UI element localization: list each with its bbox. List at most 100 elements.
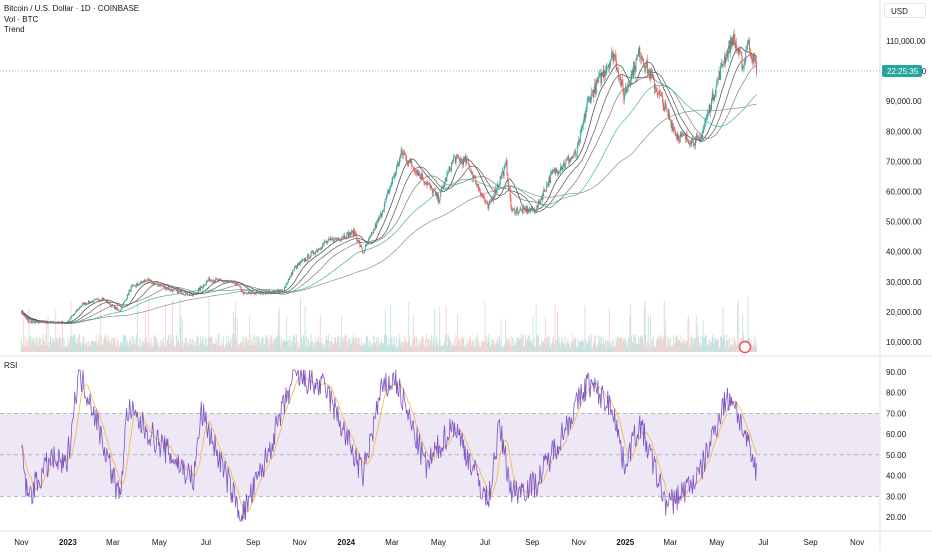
candle[interactable]: [228, 281, 230, 282]
candle[interactable]: [479, 191, 481, 195]
candle[interactable]: [70, 317, 72, 319]
candle[interactable]: [527, 207, 529, 213]
candle[interactable]: [690, 143, 692, 145]
candle[interactable]: [95, 298, 97, 300]
candle[interactable]: [470, 170, 471, 173]
candle[interactable]: [391, 181, 393, 185]
candle[interactable]: [127, 294, 129, 296]
candle[interactable]: [402, 151, 404, 156]
candle[interactable]: [416, 170, 418, 173]
candle[interactable]: [698, 137, 699, 139]
candle[interactable]: [263, 292, 265, 294]
candle[interactable]: [572, 155, 574, 158]
candle[interactable]: [107, 303, 109, 304]
candle[interactable]: [643, 60, 645, 65]
candle[interactable]: [171, 289, 173, 291]
candle[interactable]: [714, 94, 715, 100]
candle[interactable]: [350, 234, 352, 235]
candle[interactable]: [630, 72, 632, 81]
candle[interactable]: [294, 266, 296, 268]
candle[interactable]: [186, 292, 188, 294]
candle[interactable]: [631, 70, 633, 73]
candle[interactable]: [261, 290, 263, 294]
candle[interactable]: [507, 174, 509, 181]
candle[interactable]: [560, 166, 562, 170]
candle[interactable]: [742, 67, 744, 69]
candle[interactable]: [648, 70, 650, 71]
candle[interactable]: [217, 279, 219, 281]
candle[interactable]: [341, 237, 343, 240]
candle[interactable]: [222, 280, 224, 282]
candle[interactable]: [31, 322, 33, 324]
candle[interactable]: [405, 156, 407, 162]
candle[interactable]: [396, 166, 397, 173]
candle[interactable]: [752, 58, 754, 64]
candle[interactable]: [465, 156, 467, 164]
candle[interactable]: [203, 284, 205, 287]
candle[interactable]: [387, 190, 389, 193]
candle[interactable]: [437, 194, 439, 199]
candle[interactable]: [619, 76, 621, 79]
candle[interactable]: [271, 291, 273, 294]
candle[interactable]: [338, 237, 340, 239]
candle[interactable]: [53, 322, 55, 324]
candle[interactable]: [97, 298, 99, 301]
candle[interactable]: [332, 238, 334, 242]
candle[interactable]: [499, 183, 500, 185]
candle[interactable]: [271, 291, 272, 294]
candle[interactable]: [728, 41, 730, 49]
candle[interactable]: [163, 285, 165, 288]
candle[interactable]: [213, 280, 215, 282]
candle[interactable]: [208, 277, 210, 281]
candle[interactable]: [298, 262, 300, 266]
candle[interactable]: [487, 203, 489, 209]
candle[interactable]: [636, 57, 638, 59]
candle[interactable]: [511, 208, 513, 211]
candle[interactable]: [679, 133, 681, 142]
candle[interactable]: [630, 80, 632, 86]
candle[interactable]: [113, 305, 115, 307]
candle[interactable]: [356, 236, 358, 241]
candle[interactable]: [530, 210, 532, 211]
candle[interactable]: [289, 275, 291, 279]
candle[interactable]: [573, 152, 575, 156]
candle[interactable]: [285, 284, 287, 288]
candle[interactable]: [357, 240, 359, 242]
candle[interactable]: [296, 265, 298, 269]
candle[interactable]: [26, 318, 28, 320]
candle[interactable]: [477, 183, 479, 188]
candle[interactable]: [207, 280, 209, 281]
candle[interactable]: [650, 69, 652, 75]
candle[interactable]: [184, 294, 185, 296]
candle[interactable]: [64, 322, 66, 323]
candle[interactable]: [293, 266, 295, 271]
candle[interactable]: [62, 321, 63, 323]
candle[interactable]: [661, 95, 663, 97]
candle[interactable]: [55, 322, 57, 323]
candle[interactable]: [370, 232, 372, 236]
candle[interactable]: [98, 300, 100, 301]
candle[interactable]: [512, 208, 514, 210]
candle[interactable]: [235, 283, 237, 285]
candle[interactable]: [579, 131, 581, 143]
candle[interactable]: [531, 206, 533, 211]
candle[interactable]: [176, 289, 178, 291]
candle[interactable]: [245, 292, 246, 294]
candle[interactable]: [388, 190, 390, 194]
candle[interactable]: [715, 86, 717, 95]
candle[interactable]: [56, 322, 58, 323]
candle[interactable]: [153, 283, 155, 285]
candle[interactable]: [146, 281, 148, 282]
candle[interactable]: [161, 285, 163, 287]
candle[interactable]: [84, 302, 86, 305]
candle[interactable]: [216, 279, 218, 280]
candle[interactable]: [656, 88, 658, 93]
candle[interactable]: [189, 293, 191, 296]
candle[interactable]: [522, 207, 524, 213]
candle[interactable]: [110, 304, 112, 306]
candle[interactable]: [431, 188, 433, 194]
candle[interactable]: [45, 321, 47, 323]
candle[interactable]: [348, 232, 350, 238]
candle[interactable]: [698, 137, 700, 140]
